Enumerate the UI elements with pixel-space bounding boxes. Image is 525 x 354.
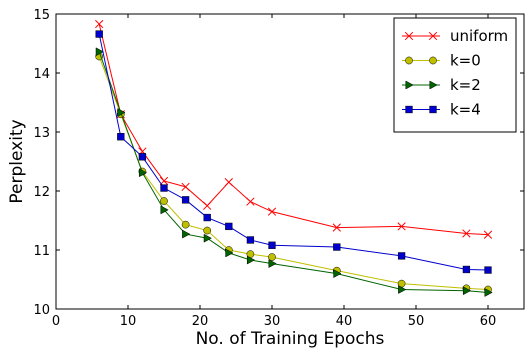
legend-item: k=0 — [402, 52, 481, 70]
series-0 — [95, 19, 493, 239]
legend-label: uniform — [450, 27, 508, 45]
series-layer — [95, 19, 493, 297]
data-point — [484, 266, 492, 274]
x-tick-label: 20 — [192, 314, 209, 329]
data-point — [181, 182, 190, 192]
data-point — [333, 269, 342, 279]
x-tick-label: 0 — [52, 314, 60, 329]
x-tick-label: 50 — [408, 314, 425, 329]
data-point — [246, 236, 255, 244]
data-point — [203, 201, 212, 210]
data-point — [462, 265, 471, 274]
plot-frame — [55, 13, 525, 310]
data-point — [117, 133, 125, 141]
legend-box — [393, 17, 517, 133]
legend-label: k=4 — [450, 101, 481, 119]
legend-label: k=0 — [450, 52, 481, 70]
data-point — [117, 108, 126, 117]
data-point — [225, 248, 234, 258]
legend-marker — [429, 80, 438, 90]
data-point — [181, 196, 190, 204]
data-point — [160, 197, 168, 205]
data-point — [397, 222, 406, 231]
data-point — [333, 243, 341, 251]
data-point — [95, 30, 103, 38]
data-point — [160, 205, 169, 215]
y-tick-label: 14 — [33, 67, 50, 82]
data-point — [267, 207, 277, 216]
x-tick-label: 10 — [120, 314, 137, 329]
series-2 — [95, 47, 493, 297]
series-3 — [95, 30, 492, 274]
data-point — [268, 259, 277, 268]
data-point — [138, 168, 148, 178]
y-tick-label: 12 — [33, 185, 50, 200]
legend-marker — [429, 56, 437, 65]
x-tick-label: 40 — [336, 314, 353, 329]
data-point — [397, 252, 406, 260]
legend-item: k=2 — [402, 76, 481, 94]
data-point — [160, 184, 168, 192]
data-point — [203, 226, 212, 235]
legend-label: k=2 — [450, 76, 481, 94]
x-axis-label: No. of Training Epochs — [196, 329, 385, 349]
y-tick-label: 10 — [33, 303, 50, 318]
data-point — [398, 285, 407, 294]
data-point — [484, 288, 493, 297]
legend-marker — [428, 31, 438, 41]
data-point — [225, 222, 233, 231]
legend-marker — [405, 80, 414, 90]
y-axis-label: Perplexity — [7, 119, 27, 203]
y-tick-label: 11 — [33, 244, 50, 259]
data-point — [268, 253, 276, 261]
y-tick-label: 13 — [33, 126, 50, 141]
legend-marker — [405, 56, 413, 65]
data-point — [246, 197, 255, 206]
data-point — [332, 223, 341, 232]
x-tick-label: 30 — [264, 314, 281, 329]
legend-item: k=4 — [402, 101, 481, 119]
legend-item: uniform — [402, 27, 508, 45]
legend-marker — [404, 31, 414, 41]
data-point — [95, 47, 104, 57]
x-tick-label: 60 — [480, 314, 497, 329]
data-point — [203, 233, 212, 243]
legend-marker — [405, 105, 413, 114]
data-point — [462, 229, 471, 238]
y-tick-label: 15 — [33, 8, 50, 23]
legend: uniform k=0 k=2 k=4 — [393, 17, 517, 133]
data-point — [95, 19, 104, 29]
data-point — [246, 255, 256, 265]
legend-marker — [429, 105, 437, 114]
data-point — [203, 213, 211, 222]
data-point — [462, 286, 472, 296]
data-point — [268, 241, 276, 249]
data-point — [138, 153, 147, 161]
data-point — [483, 230, 493, 239]
data-point — [181, 220, 190, 229]
data-point — [224, 177, 233, 187]
data-point — [182, 229, 191, 239]
